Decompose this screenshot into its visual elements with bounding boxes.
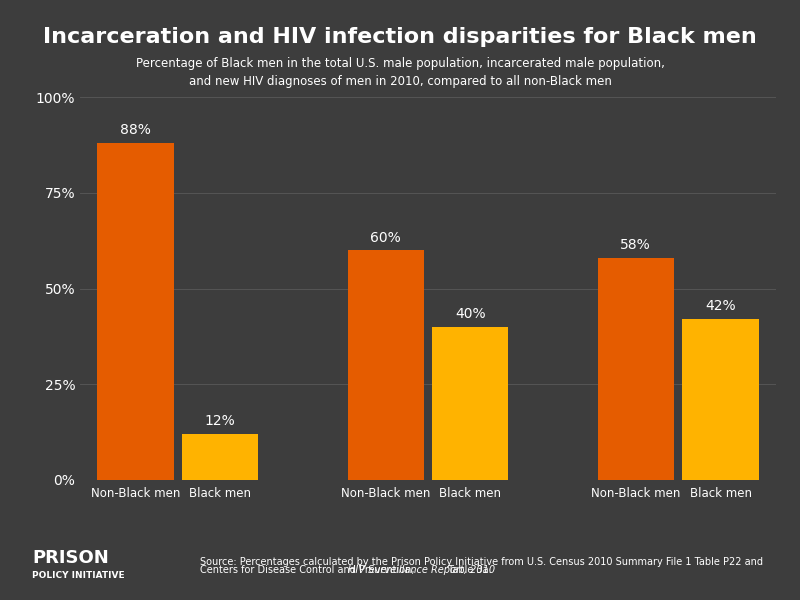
Text: 12%: 12%: [205, 415, 236, 428]
Text: Table 3a.: Table 3a.: [446, 565, 492, 575]
Bar: [432, 327, 509, 480]
Text: PRISON: PRISON: [32, 549, 109, 567]
Text: 42%: 42%: [706, 299, 736, 313]
Text: Incarceration and HIV infection disparities for Black men: Incarceration and HIV infection disparit…: [43, 27, 757, 47]
Text: HIV Surveillance Report, 2010: HIV Surveillance Report, 2010: [348, 565, 495, 575]
Bar: [682, 319, 758, 480]
Bar: [598, 258, 674, 480]
Bar: [182, 434, 258, 480]
Text: Source: Percentages calculated by the Prison Policy Initiative from U.S. Census : Source: Percentages calculated by the Pr…: [200, 557, 763, 567]
Text: Percentage of Black men in the total U.S. male population, incarcerated male pop: Percentage of Black men in the total U.S…: [135, 57, 665, 88]
Text: 60%: 60%: [370, 230, 401, 245]
Text: 40%: 40%: [455, 307, 486, 321]
Text: 88%: 88%: [120, 124, 151, 137]
Bar: [98, 143, 174, 480]
Text: 58%: 58%: [620, 238, 651, 252]
Text: POLICY INITIATIVE: POLICY INITIATIVE: [32, 571, 125, 580]
Bar: [347, 250, 424, 480]
Text: Centers for Disease Control and Prevention,: Centers for Disease Control and Preventi…: [200, 565, 418, 575]
